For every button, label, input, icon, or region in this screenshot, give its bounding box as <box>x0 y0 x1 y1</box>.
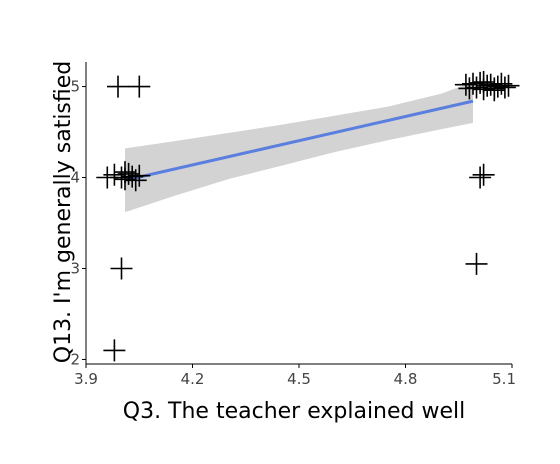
data-point <box>124 169 147 192</box>
data-point <box>103 339 126 362</box>
y-tick-label: 4 <box>70 169 80 187</box>
tick-labels-layer: 2 3 4 5 3.9 4.2 4.5 4.8 5.1 <box>70 78 516 388</box>
x-axis-title: Q3. The teacher explained well <box>123 399 466 424</box>
confidence-band-layer <box>125 82 473 213</box>
y-tick-label: 5 <box>70 78 80 96</box>
confidence-band <box>125 82 473 213</box>
data-point <box>110 257 133 280</box>
data-point <box>107 75 129 98</box>
data-point <box>483 79 506 102</box>
data-point <box>493 76 516 99</box>
y-axis-title: Q13. I'm generally satisfied <box>51 61 76 364</box>
data-point <box>497 74 520 97</box>
trend-line-layer <box>124 99 474 182</box>
x-tick-label: 4.8 <box>394 370 418 388</box>
data-points-layer <box>96 71 520 362</box>
data-point <box>128 164 151 187</box>
data-point <box>472 163 495 186</box>
x-tick-label: 4.5 <box>287 370 311 388</box>
y-tick-label: 2 <box>70 350 80 368</box>
trend-line <box>124 99 474 182</box>
data-point <box>469 166 492 189</box>
x-tick-label: 3.9 <box>74 370 98 388</box>
data-point <box>114 161 136 184</box>
data-point <box>465 252 488 275</box>
data-point <box>472 71 495 93</box>
x-tick-label: 5.1 <box>492 370 516 388</box>
x-tick-label: 4.2 <box>181 370 205 388</box>
data-point <box>128 75 151 98</box>
y-tick-label: 3 <box>70 259 80 277</box>
